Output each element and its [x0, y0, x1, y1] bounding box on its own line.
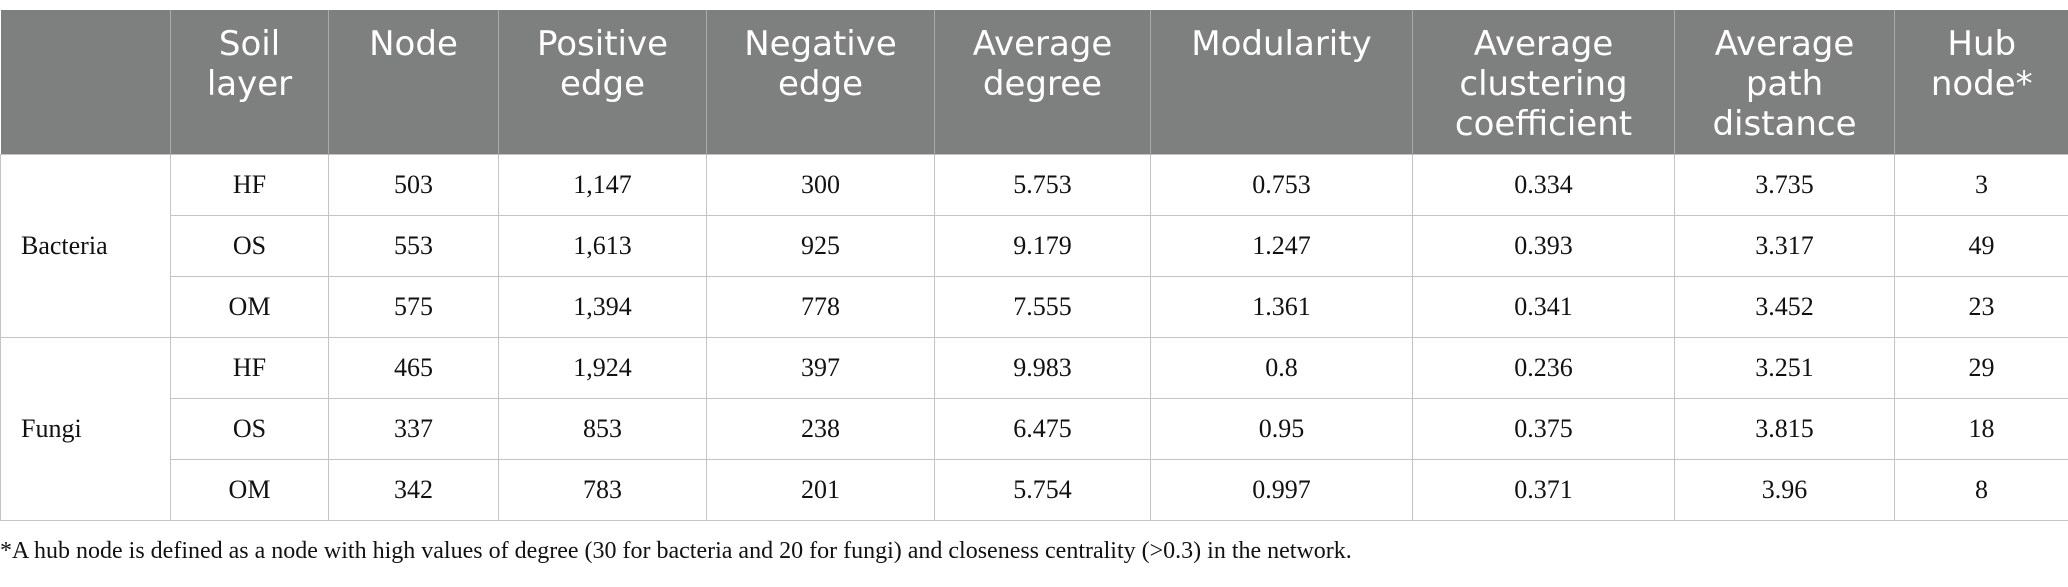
cell-hub-node: 18 [1894, 398, 2068, 460]
cell-average-degree: 6.475 [934, 398, 1151, 460]
cell-positive-edge: 1,613 [498, 215, 707, 277]
cell-modularity: 0.997 [1150, 459, 1413, 521]
cell-node: 342 [328, 459, 499, 521]
header-cell-average-path-distance: Average path distance [1674, 10, 1895, 155]
cell-soil-layer: OS [170, 398, 329, 460]
table-row: Fungi HF 465 1,924 397 9.983 0.8 0.236 3.251 29 [0, 337, 2068, 521]
network-properties-table: Soil layer Node Positive edge Negative e… [0, 10, 2068, 521]
cell-hub-node: 8 [1894, 459, 2068, 521]
cell-node: 465 [328, 337, 499, 399]
cell-modularity: 0.753 [1150, 154, 1413, 216]
cell-average-path-distance: 3.735 [1674, 154, 1895, 216]
cell-average-clustering-coefficient: 0.393 [1412, 215, 1675, 277]
cell-average-path-distance: 3.815 [1674, 398, 1895, 460]
table-footnote: *A hub node is defined as a node with hi… [0, 538, 1352, 564]
table-row: OS 553 1,613 925 9.179 1.247 0.393 3.317 49 [1, 215, 2068, 277]
cell-modularity: 0.8 [1150, 337, 1413, 399]
cell-positive-edge: 1,147 [498, 154, 707, 216]
cell-node: 553 [328, 215, 499, 277]
cell-modularity: 1.361 [1150, 276, 1413, 338]
network-table-container: Soil layer Node Positive edge Negative e… [0, 10, 2068, 521]
table-header: Soil layer Node Positive edge Negative e… [0, 10, 2068, 155]
cell-average-path-distance: 3.452 [1674, 276, 1895, 338]
cell-positive-edge: 1,394 [498, 276, 707, 338]
cell-average-clustering-coefficient: 0.334 [1412, 154, 1675, 216]
cell-negative-edge: 778 [706, 276, 935, 338]
cell-soil-layer: HF [170, 337, 329, 399]
cell-hub-node: 29 [1894, 337, 2068, 399]
cell-average-clustering-coefficient: 0.236 [1412, 337, 1675, 399]
cell-negative-edge: 201 [706, 459, 935, 521]
table-body: Bacteria HF 503 1,147 300 5.753 0.753 0.334 3.73… [0, 154, 2068, 521]
cell-node: 337 [328, 398, 499, 460]
header-cell-node: Node [328, 10, 499, 155]
header-cell-modularity: Modularity [1150, 10, 1413, 155]
table-row: OM 342 783 201 5.754 0.997 0.371 3.96 8 [1, 459, 2068, 521]
cell-average-path-distance: 3.251 [1674, 337, 1895, 399]
group-label-cell: Fungi [0, 337, 171, 521]
table-row: OM 575 1,394 778 7.555 1.361 0.341 3.452 23 [1, 276, 2068, 338]
cell-soil-layer: OS [170, 215, 329, 277]
table-row: OS 337 853 238 6.475 0.95 0.375 3.815 18 [1, 398, 2068, 460]
cell-node: 503 [328, 154, 499, 216]
cell-average-path-distance: 3.317 [1674, 215, 1895, 277]
cell-average-degree: 9.179 [934, 215, 1151, 277]
header-cell-soil-layer: Soil layer [170, 10, 329, 155]
cell-soil-layer: HF [170, 154, 329, 216]
header-row: Soil layer Node Positive edge Negative e… [0, 10, 2068, 155]
cell-hub-node: 49 [1894, 215, 2068, 277]
header-cell-hub-node: Hub node* [1894, 10, 2068, 155]
cell-hub-node: 3 [1894, 154, 2068, 216]
cell-negative-edge: 238 [706, 398, 935, 460]
cell-negative-edge: 300 [706, 154, 935, 216]
cell-average-degree: 9.983 [934, 337, 1151, 399]
cell-average-clustering-coefficient: 0.341 [1412, 276, 1675, 338]
cell-average-degree: 5.754 [934, 459, 1151, 521]
header-cell-group [0, 10, 171, 155]
cell-modularity: 1.247 [1150, 215, 1413, 277]
table-row: Bacteria HF 503 1,147 300 5.753 0.753 0.334 3.73… [0, 154, 2068, 338]
cell-average-path-distance: 3.96 [1674, 459, 1895, 521]
cell-modularity: 0.95 [1150, 398, 1413, 460]
cell-node: 575 [328, 276, 499, 338]
header-cell-positive-edge: Positive edge [498, 10, 707, 155]
cell-average-degree: 7.555 [934, 276, 1151, 338]
cell-positive-edge: 1,924 [498, 337, 707, 399]
cell-negative-edge: 397 [706, 337, 935, 399]
cell-positive-edge: 853 [498, 398, 707, 460]
cell-hub-node: 23 [1894, 276, 2068, 338]
cell-negative-edge: 925 [706, 215, 935, 277]
cell-average-clustering-coefficient: 0.375 [1412, 398, 1675, 460]
group-label-cell: Bacteria [0, 154, 171, 338]
cell-soil-layer: OM [170, 459, 329, 521]
cell-positive-edge: 783 [498, 459, 707, 521]
cell-average-clustering-coefficient: 0.371 [1412, 459, 1675, 521]
header-cell-average-degree: Average degree [934, 10, 1151, 155]
cell-soil-layer: OM [170, 276, 329, 338]
cell-average-degree: 5.753 [934, 154, 1151, 216]
header-cell-negative-edge: Negative edge [706, 10, 935, 155]
header-cell-average-clustering-coefficient: Average clustering coefficient [1412, 10, 1675, 155]
